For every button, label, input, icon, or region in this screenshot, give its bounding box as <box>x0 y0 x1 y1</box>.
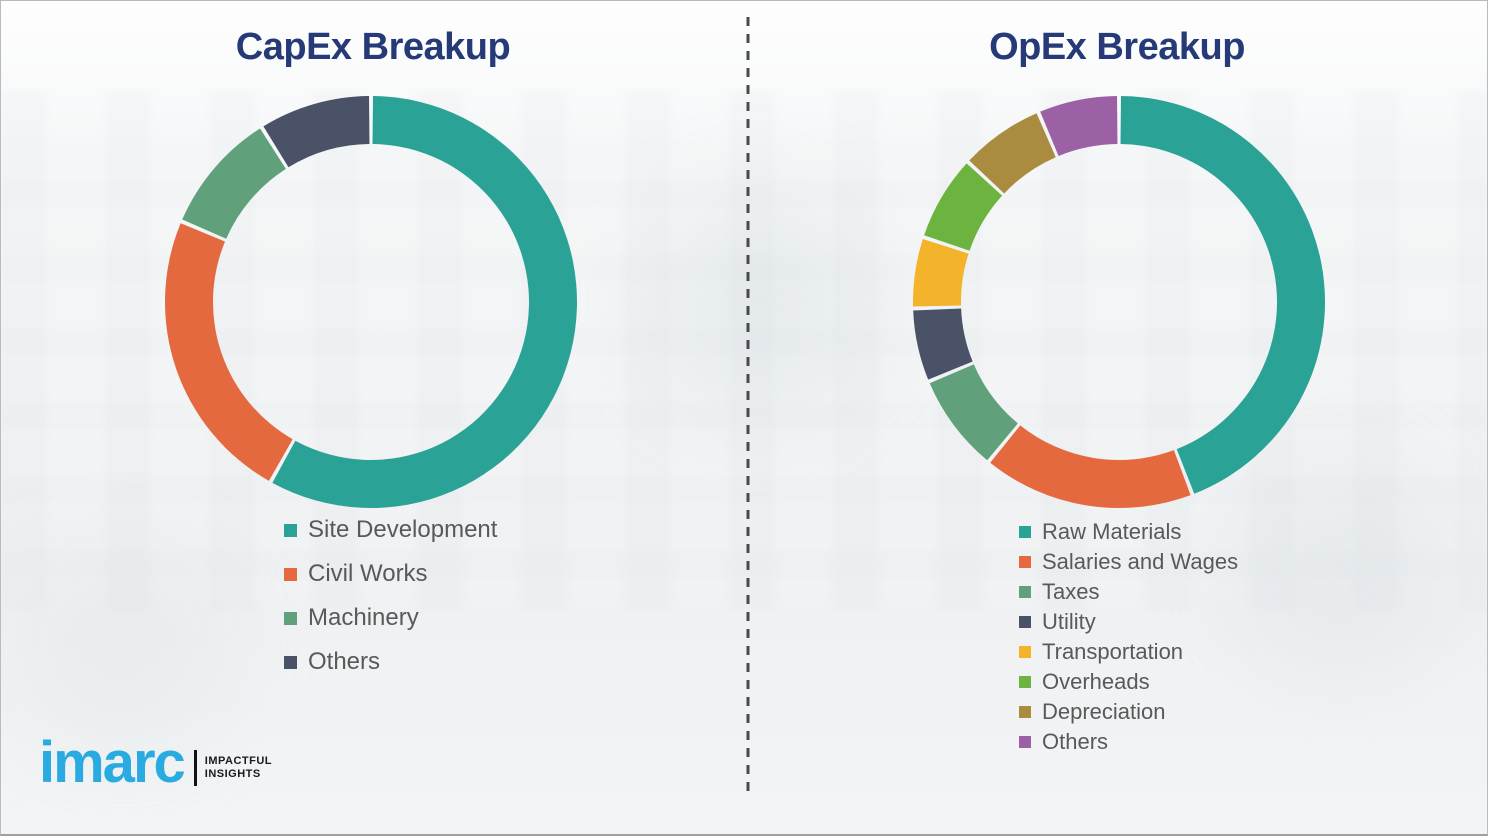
opex-chart-title: OpEx Breakup <box>989 26 1245 68</box>
legend-swatch <box>1019 616 1031 628</box>
capex-legend: Site Development Civil Works Machinery Othe… <box>284 508 497 684</box>
logo-tagline-line2: INSIGHTS <box>204 768 261 780</box>
legend-item: Machinery <box>284 596 497 640</box>
legend-label: Site Development <box>308 516 498 543</box>
donut-segment <box>1040 96 1118 157</box>
capex-donut-chart <box>165 96 577 509</box>
capex-section: CapEx Breakup Site Development Civil Work… <box>1 1 745 834</box>
opex-section: OpEx Breakup Raw Materials Salaries and W… <box>745 1 1487 834</box>
legend-item: Civil Works <box>284 552 497 596</box>
donut-segment <box>913 308 973 380</box>
donut-segment <box>924 163 1003 251</box>
donut-segment <box>1120 96 1326 494</box>
legend-item: Overheads <box>1019 667 1238 697</box>
donut-segment <box>929 364 1018 461</box>
donut-segment <box>165 223 293 481</box>
dashed-divider-line <box>746 17 750 793</box>
legend-item: Transportation <box>1019 637 1238 667</box>
legend-swatch <box>284 611 297 625</box>
logo-tagline: IMPACTFUL INSIGHTS <box>205 755 272 781</box>
legend-label: Transportation <box>1042 639 1184 664</box>
legend-label: Depreciation <box>1042 699 1166 724</box>
legend-swatch <box>1019 586 1031 598</box>
legend-label: Overheads <box>1042 669 1150 694</box>
donut-segment <box>990 425 1191 509</box>
legend-label: Civil Works <box>308 560 428 587</box>
logo-divider-bar <box>193 750 197 786</box>
legend-item: Salaries and Wages <box>1019 547 1238 577</box>
imarc-logo-text: imarc <box>39 730 186 795</box>
legend-swatch <box>1019 676 1031 688</box>
donut-segment <box>913 238 969 307</box>
legend-label: Machinery <box>308 604 419 631</box>
imarc-logo: imarc IMPACTFUL INSIGHTS <box>39 734 272 792</box>
logo-tagline-line1: IMPACTFUL <box>204 755 273 767</box>
opex-legend: Raw Materials Salaries and Wages Taxes Util… <box>1019 517 1238 757</box>
legend-label: Others <box>308 648 381 675</box>
donut-segment <box>272 96 577 509</box>
legend-item: Others <box>284 640 497 684</box>
legend-item: Site Development <box>284 508 497 552</box>
legend-item: Taxes <box>1019 577 1238 607</box>
legend-label: Raw Materials <box>1042 519 1182 544</box>
donut-segment <box>969 113 1056 194</box>
opex-donut-chart <box>913 96 1326 509</box>
legend-item: Others <box>1019 727 1238 757</box>
legend-swatch <box>1019 706 1031 718</box>
capex-chart-title: CapEx Breakup <box>235 26 511 68</box>
donut-segment <box>182 128 286 239</box>
legend-item: Utility <box>1019 607 1238 637</box>
legend-swatch <box>1019 526 1031 538</box>
legend-item: Raw Materials <box>1019 517 1238 547</box>
donut-segment <box>263 96 370 168</box>
legend-label: Taxes <box>1042 579 1100 604</box>
legend-label: Utility <box>1042 609 1096 634</box>
legend-swatch <box>1019 736 1031 748</box>
legend-swatch <box>284 567 297 581</box>
legend-swatch <box>284 523 297 537</box>
legend-label: Others <box>1042 729 1109 754</box>
legend-swatch <box>1019 556 1031 568</box>
legend-swatch <box>284 655 297 669</box>
legend-swatch <box>1019 646 1031 658</box>
legend-item: Depreciation <box>1019 697 1238 727</box>
legend-label: Salaries and Wages <box>1042 549 1239 574</box>
